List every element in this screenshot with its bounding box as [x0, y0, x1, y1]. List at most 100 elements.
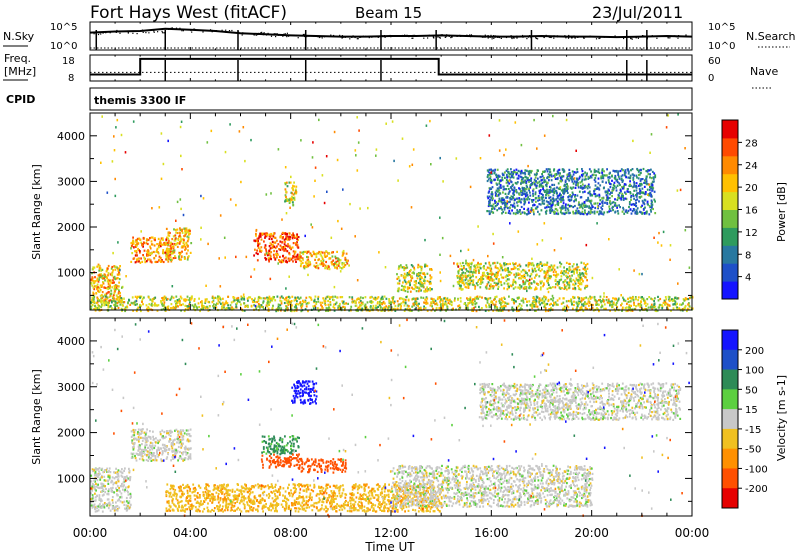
power-cell	[501, 208, 503, 211]
power-cell	[258, 235, 261, 238]
nsky-point	[414, 34, 416, 36]
power-cell	[293, 256, 296, 259]
power-cell	[180, 255, 183, 258]
power-cell	[137, 257, 140, 260]
power-cell	[536, 265, 539, 268]
power-cell	[420, 269, 423, 272]
power-cell	[363, 305, 366, 308]
nsky-point	[516, 35, 518, 37]
power-cell	[548, 268, 551, 271]
power-cell	[434, 303, 436, 306]
nsky-point	[342, 36, 344, 38]
power-cell	[310, 298, 313, 301]
power-cell	[107, 278, 110, 281]
power-cell	[201, 300, 203, 303]
power-cell	[270, 251, 272, 254]
power-cell	[399, 303, 402, 306]
power-cell	[636, 192, 639, 195]
power-cell	[549, 266, 552, 269]
power-cell	[636, 212, 639, 215]
power-cell	[502, 305, 505, 308]
power-cell	[632, 194, 635, 198]
power-cell	[113, 265, 116, 268]
power-cell	[302, 252, 305, 256]
power-cell	[186, 245, 189, 248]
power-cell	[651, 200, 653, 203]
power-cell	[445, 303, 448, 306]
power-cell	[485, 275, 487, 278]
power-cell	[676, 302, 678, 305]
power-cell	[627, 300, 630, 304]
power-cell	[549, 186, 552, 189]
power-cell	[285, 237, 287, 240]
power-cell	[266, 233, 269, 236]
power-cell	[194, 303, 197, 306]
nsky-point	[286, 32, 288, 34]
power-cell	[509, 176, 512, 179]
power-cell	[423, 308, 425, 311]
power-cell	[279, 244, 282, 247]
power-cell	[511, 298, 513, 301]
power-cell	[492, 278, 495, 281]
nsky-point	[553, 37, 555, 39]
nsky-point	[302, 33, 304, 36]
power-cell	[180, 238, 182, 241]
power-cell	[141, 300, 143, 303]
nsky-point	[595, 38, 598, 40]
power-cell	[467, 274, 469, 277]
power-cell	[603, 174, 606, 177]
power-cell	[526, 193, 529, 197]
power-cell	[285, 195, 287, 199]
power-cell	[644, 206, 646, 209]
power-cell	[623, 212, 626, 215]
power-cell	[121, 300, 124, 303]
power-cell	[274, 236, 277, 239]
power-cell	[461, 272, 463, 275]
power-cell	[104, 293, 107, 296]
power-cell	[601, 299, 604, 302]
power-cell	[99, 275, 102, 279]
power-cell	[422, 285, 424, 288]
power-cell	[479, 267, 482, 270]
power-cell	[118, 296, 121, 299]
power-cell	[439, 303, 442, 306]
power-cell	[117, 292, 120, 295]
power-cell	[635, 189, 638, 192]
power-cell	[93, 281, 96, 284]
power-cell	[496, 261, 499, 264]
power-cell	[317, 252, 320, 255]
power-cell	[444, 300, 447, 303]
power-cell	[637, 177, 640, 180]
power-cell	[292, 187, 294, 190]
power-cell	[571, 180, 574, 183]
power-cell	[507, 267, 509, 270]
power-cell	[413, 288, 416, 291]
power-cell	[488, 210, 490, 213]
power-cell	[627, 307, 630, 310]
power-cell	[503, 287, 505, 290]
power-cell	[475, 264, 478, 267]
power-cell	[175, 304, 178, 307]
power-cell	[344, 258, 347, 261]
power-cell	[641, 199, 644, 202]
power-cell	[530, 209, 533, 212]
power-cell	[169, 256, 172, 259]
noise-panel: 10^5 10^0 10^5 10^0	[50, 21, 735, 52]
power-cell	[573, 200, 575, 203]
power-cell	[489, 176, 492, 179]
power-cell	[374, 298, 377, 301]
power-cell	[581, 187, 584, 190]
power-cell	[313, 264, 316, 267]
power-cell	[424, 288, 427, 291]
power-cell	[499, 180, 501, 183]
power-cell	[399, 297, 402, 300]
nsky-point	[508, 35, 510, 38]
power-cell	[150, 261, 153, 264]
power-cell	[651, 206, 653, 209]
power-cell	[94, 276, 96, 279]
power-cell	[417, 263, 420, 266]
power-cell	[578, 190, 581, 193]
nsky-point	[401, 34, 404, 37]
nsky-point	[568, 34, 570, 37]
power-cell	[614, 174, 617, 178]
